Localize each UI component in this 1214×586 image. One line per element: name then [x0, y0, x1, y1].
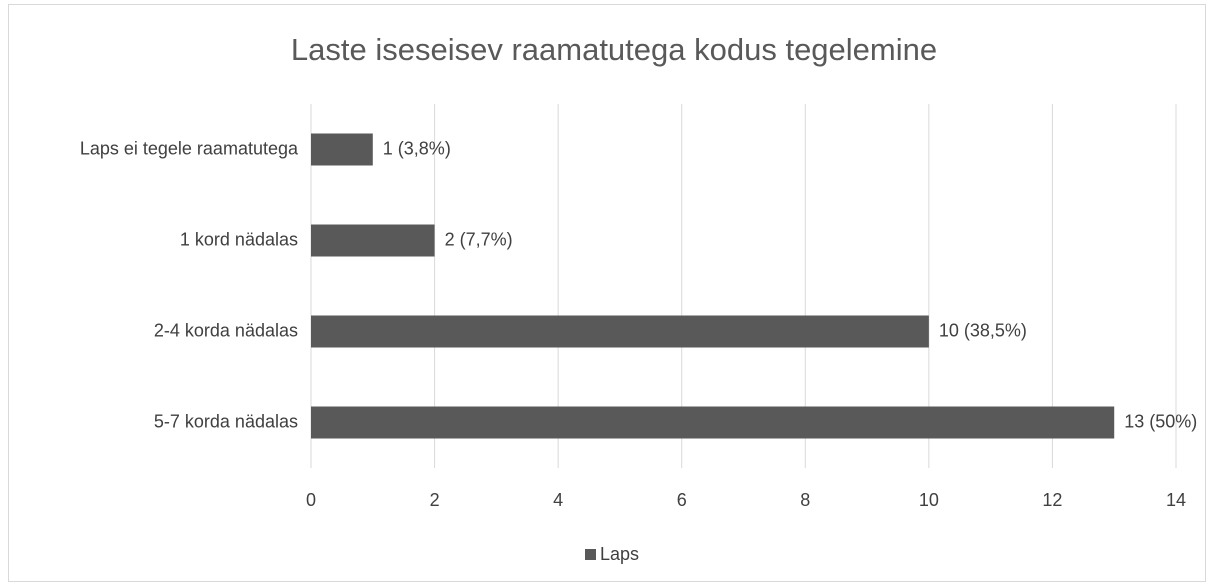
data-label: 2 (7,7%) — [445, 229, 513, 249]
legend-label: Laps — [600, 544, 639, 564]
data-label: 10 (38,5%) — [939, 320, 1027, 340]
x-tick-label: 6 — [677, 490, 687, 510]
chart-title: Laste iseseisev raamatutega kodus tegele… — [291, 32, 937, 67]
data-label: 1 (3,8%) — [383, 138, 451, 158]
y-tick-label: Laps ei tegele raamatutega — [80, 138, 299, 158]
y-tick-label: 2-4 korda nädalas — [154, 320, 298, 340]
legend-swatch — [585, 549, 596, 560]
chart-border — [8, 4, 1206, 582]
x-tick-label: 14 — [1166, 490, 1186, 510]
x-tick-label: 12 — [1042, 490, 1062, 510]
y-tick-label: 1 kord nädalas — [180, 229, 298, 249]
x-tick-label: 2 — [430, 490, 440, 510]
y-tick-label: 5-7 korda nädalas — [154, 411, 298, 431]
x-tick-label: 8 — [800, 490, 810, 510]
bar — [311, 133, 373, 166]
bar — [311, 406, 1115, 439]
data-label: 13 (50%) — [1124, 411, 1197, 431]
x-tick-label: 0 — [306, 490, 316, 510]
bar — [311, 315, 929, 348]
x-tick-label: 4 — [553, 490, 563, 510]
x-tick-label: 10 — [919, 490, 939, 510]
bar — [311, 224, 435, 257]
